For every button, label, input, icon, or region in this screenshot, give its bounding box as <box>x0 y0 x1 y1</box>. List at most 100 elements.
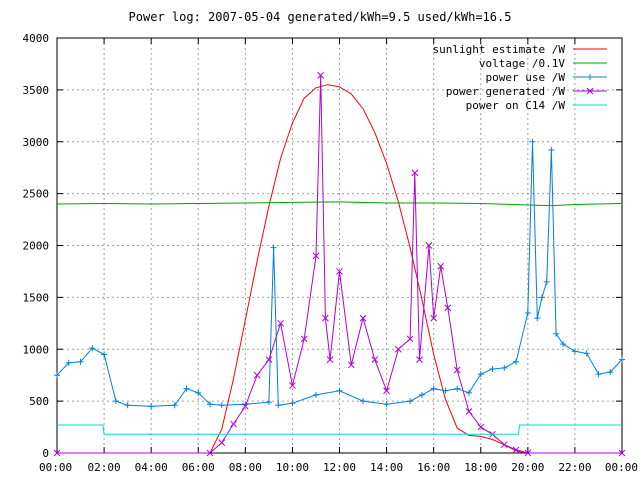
series-line-sunlight-estimate-w <box>57 84 622 454</box>
legend-marker <box>587 74 593 80</box>
legend-marker <box>586 87 594 95</box>
y-tick-label: 4000 <box>23 32 50 45</box>
data-point <box>265 356 273 363</box>
data-point <box>524 449 532 457</box>
data-point <box>538 294 545 301</box>
data-point <box>607 369 614 376</box>
data-point <box>383 387 390 395</box>
data-point <box>112 398 119 405</box>
y-tick-label: 3500 <box>23 84 50 97</box>
data-point <box>444 304 452 312</box>
data-point <box>454 385 461 392</box>
x-tick-label: 04:00 <box>135 461 168 474</box>
x-tick-label: 18:00 <box>464 461 497 474</box>
data-point <box>425 242 433 249</box>
chart-title: Power log: 2007-05-04 generated/kWh=9.5 … <box>128 10 512 24</box>
data-point <box>406 335 414 343</box>
x-tick-label: 06:00 <box>182 461 215 474</box>
data-point <box>54 372 60 379</box>
data-point <box>595 371 602 378</box>
data-point <box>534 315 541 322</box>
data-point <box>65 359 72 366</box>
data-point <box>347 361 355 369</box>
data-point <box>524 309 531 316</box>
data-point <box>275 402 282 409</box>
data-point <box>548 147 555 154</box>
data-point <box>230 420 237 428</box>
data-point <box>619 356 625 363</box>
data-point <box>442 387 449 394</box>
data-point <box>383 401 390 408</box>
data-point <box>326 356 334 363</box>
data-point <box>437 262 445 270</box>
data-point <box>489 365 496 372</box>
x-tick-label: 14:00 <box>370 461 403 474</box>
x-tick-label: 20:00 <box>511 461 544 474</box>
data-point <box>183 385 190 392</box>
y-tick-label: 1000 <box>23 343 50 356</box>
data-point <box>171 402 178 409</box>
data-point <box>430 314 438 322</box>
data-point <box>300 335 308 343</box>
data-point <box>583 350 590 357</box>
x-tick-label: 10:00 <box>276 461 309 474</box>
data-point <box>371 356 379 363</box>
data-point <box>407 398 414 405</box>
data-point <box>218 439 226 446</box>
y-tick-label: 3000 <box>23 136 50 149</box>
x-tick-label: 08:00 <box>229 461 262 474</box>
data-point <box>253 371 261 379</box>
data-point <box>477 371 484 378</box>
data-point <box>101 351 108 358</box>
data-point <box>560 341 567 348</box>
data-point <box>529 138 536 145</box>
data-point <box>322 314 329 322</box>
series-line-power-on-c14-w <box>57 424 622 435</box>
data-point <box>618 449 626 457</box>
data-point <box>206 449 214 457</box>
data-point <box>543 278 550 285</box>
data-point <box>218 402 225 409</box>
x-tick-label: 16:00 <box>417 461 450 474</box>
data-point <box>77 358 84 365</box>
data-point <box>453 366 461 374</box>
data-point <box>418 391 425 398</box>
y-tick-label: 2000 <box>23 240 50 253</box>
data-point <box>477 423 485 431</box>
data-point <box>513 358 520 365</box>
legend-label: power on C14 /W <box>466 99 566 112</box>
data-point <box>148 403 155 410</box>
y-tick-label: 0 <box>42 447 49 460</box>
data-point <box>500 441 508 449</box>
data-point <box>501 364 508 371</box>
data-point <box>89 345 96 352</box>
x-tick-label: 12:00 <box>323 461 356 474</box>
data-point <box>395 345 402 353</box>
data-point <box>289 382 296 389</box>
data-point <box>195 389 202 396</box>
y-tick-label: 500 <box>29 395 49 408</box>
data-point <box>359 314 367 322</box>
x-tick-label: 00:00 <box>39 461 72 474</box>
data-point <box>512 446 520 454</box>
x-tick-label: 00:00 <box>605 461 638 474</box>
data-point <box>416 356 423 363</box>
data-point <box>207 401 214 408</box>
data-point <box>465 389 472 396</box>
data-point <box>360 398 367 405</box>
data-point <box>312 391 319 398</box>
legend-label: sunlight estimate /W <box>433 43 566 56</box>
data-point <box>124 402 131 409</box>
data-point <box>265 399 272 406</box>
data-point <box>53 449 61 457</box>
x-tick-label: 02:00 <box>88 461 121 474</box>
data-point <box>270 244 277 251</box>
data-point <box>277 319 284 327</box>
y-tick-label: 1500 <box>23 291 50 304</box>
y-tick-label: 2500 <box>23 188 50 201</box>
data-point <box>411 169 419 177</box>
data-point <box>317 71 325 79</box>
legend-label: voltage /0.1V <box>479 57 565 70</box>
data-point <box>430 385 437 392</box>
